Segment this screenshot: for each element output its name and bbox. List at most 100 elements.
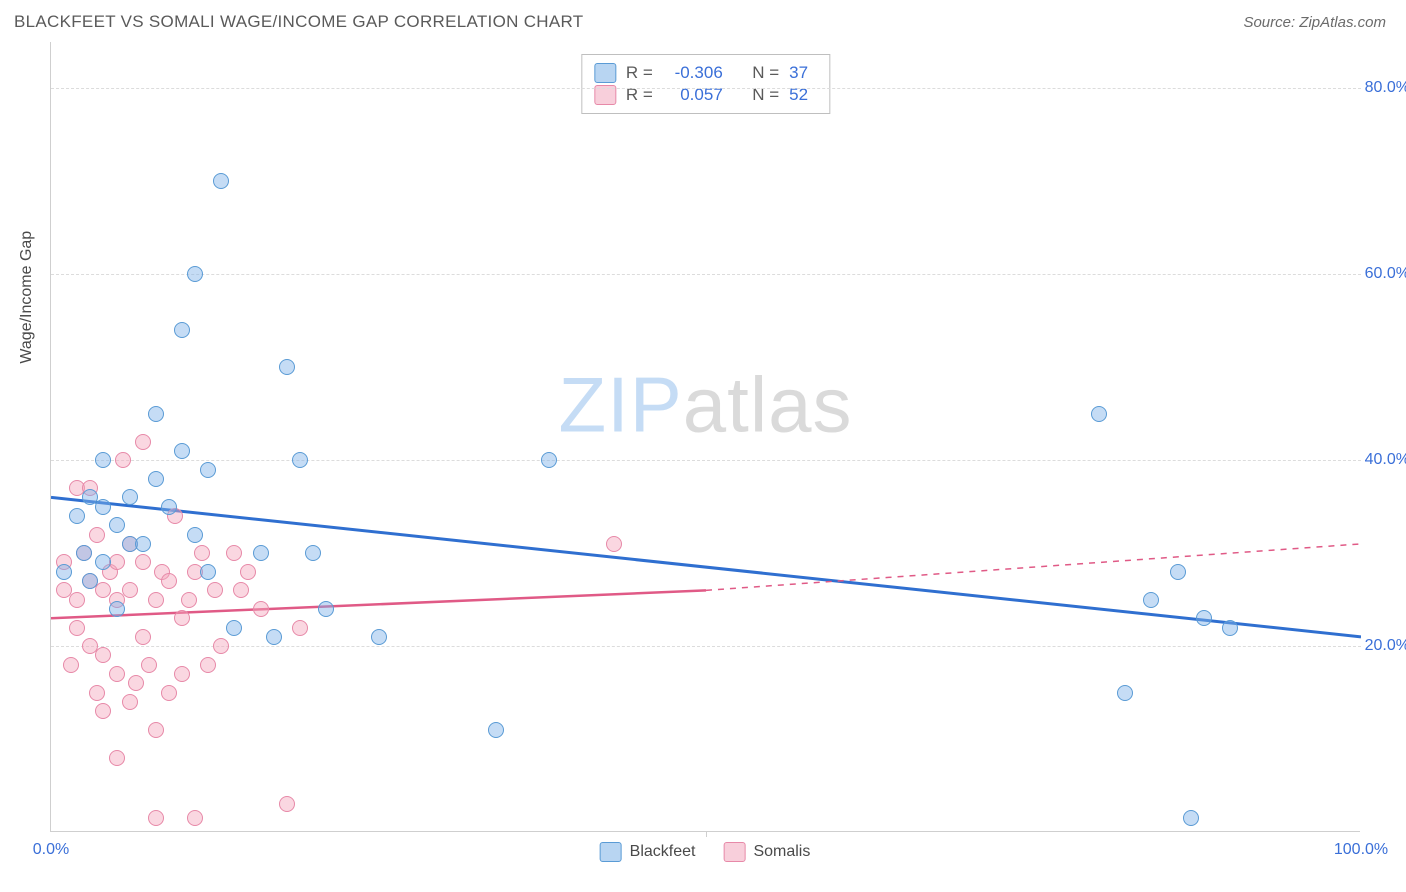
scatter-point-b [200, 657, 216, 673]
scatter-point-b [69, 592, 85, 608]
series-legend: Blackfeet Somalis [600, 842, 811, 862]
y-tick-label: 20.0% [1365, 637, 1406, 655]
scatter-point-b [207, 582, 223, 598]
legend-item-blackfeet: Blackfeet [600, 842, 696, 862]
scatter-point-b [181, 592, 197, 608]
gridline [51, 88, 1361, 89]
scatter-point-b [122, 694, 138, 710]
scatter-point-a [200, 564, 216, 580]
scatter-point-a [226, 620, 242, 636]
scatter-point-b [89, 527, 105, 543]
scatter-point-a [213, 173, 229, 189]
scatter-point-b [161, 573, 177, 589]
legend-label-blackfeet: Blackfeet [630, 843, 696, 861]
scatter-point-a [82, 573, 98, 589]
legend-label-somalis: Somalis [753, 843, 810, 861]
correlation-legend: R = -0.306 N = 37 R = 0.057 N = 52 [581, 54, 830, 114]
watermark-part2: atlas [683, 360, 853, 448]
scatter-point-a [174, 443, 190, 459]
scatter-point-b [109, 750, 125, 766]
n-label: N = [752, 63, 779, 83]
scatter-point-b [233, 582, 249, 598]
scatter-point-a [109, 517, 125, 533]
watermark-part1: ZIP [558, 360, 682, 448]
scatter-point-b [95, 703, 111, 719]
scatter-point-b [148, 810, 164, 826]
scatter-point-a [187, 527, 203, 543]
scatter-point-b [69, 620, 85, 636]
scatter-point-a [69, 508, 85, 524]
scatter-point-a [187, 266, 203, 282]
scatter-point-b [135, 554, 151, 570]
scatter-point-b [279, 796, 295, 812]
scatter-point-b [148, 592, 164, 608]
r-label: R = [626, 63, 653, 83]
scatter-point-a [1091, 406, 1107, 422]
scatter-point-b [148, 722, 164, 738]
scatter-point-a [488, 722, 504, 738]
scatter-point-b [213, 638, 229, 654]
trend-lines [51, 42, 1361, 832]
swatch-somalis-icon [723, 842, 745, 862]
scatter-point-b [89, 685, 105, 701]
watermark: ZIPatlas [558, 359, 852, 450]
chart-title: BLACKFEET VS SOMALI WAGE/INCOME GAP CORR… [14, 12, 583, 32]
gridline [51, 274, 1361, 275]
scatter-point-a [292, 452, 308, 468]
scatter-point-b [95, 647, 111, 663]
chart-area: ZIPatlas R = -0.306 N = 37 R = 0.057 N =… [50, 42, 1360, 832]
scatter-point-a [122, 489, 138, 505]
legend-item-somalis: Somalis [723, 842, 810, 862]
scatter-point-a [1196, 610, 1212, 626]
scatter-point-a [1143, 592, 1159, 608]
x-tick-label: 100.0% [1334, 841, 1388, 859]
scatter-point-b [115, 452, 131, 468]
scatter-point-b [174, 666, 190, 682]
scatter-point-a [109, 601, 125, 617]
scatter-point-b [226, 545, 242, 561]
swatch-blackfeet-icon [600, 842, 622, 862]
scatter-point-a [148, 406, 164, 422]
y-tick-label: 60.0% [1365, 265, 1406, 283]
scatter-point-a [56, 564, 72, 580]
plot-area: ZIPatlas R = -0.306 N = 37 R = 0.057 N =… [50, 42, 1360, 832]
scatter-point-a [174, 322, 190, 338]
scatter-point-a [95, 452, 111, 468]
scatter-point-b [128, 675, 144, 691]
scatter-point-a [541, 452, 557, 468]
r-value-blackfeet: -0.306 [663, 63, 723, 83]
scatter-point-a [253, 545, 269, 561]
scatter-point-b [161, 685, 177, 701]
scatter-point-b [187, 810, 203, 826]
scatter-point-a [95, 554, 111, 570]
scatter-point-b [141, 657, 157, 673]
scatter-point-a [305, 545, 321, 561]
scatter-point-a [200, 462, 216, 478]
y-tick-label: 80.0% [1365, 79, 1406, 97]
scatter-point-b [292, 620, 308, 636]
scatter-point-a [266, 629, 282, 645]
scatter-point-a [1222, 620, 1238, 636]
scatter-point-a [1183, 810, 1199, 826]
x-minor-tick [706, 831, 707, 837]
scatter-point-a [279, 359, 295, 375]
scatter-point-a [95, 499, 111, 515]
scatter-point-b [194, 545, 210, 561]
scatter-point-b [135, 434, 151, 450]
n-value-blackfeet: 37 [789, 63, 817, 83]
scatter-point-b [135, 629, 151, 645]
scatter-point-a [318, 601, 334, 617]
scatter-point-b [253, 601, 269, 617]
gridline [51, 646, 1361, 647]
scatter-point-b [174, 610, 190, 626]
source-attribution: Source: ZipAtlas.com [1243, 14, 1386, 31]
scatter-point-a [371, 629, 387, 645]
scatter-point-b [109, 666, 125, 682]
scatter-point-b [122, 582, 138, 598]
scatter-point-b [240, 564, 256, 580]
scatter-point-b [63, 657, 79, 673]
scatter-point-a [135, 536, 151, 552]
scatter-point-a [76, 545, 92, 561]
scatter-point-a [1170, 564, 1186, 580]
scatter-point-a [148, 471, 164, 487]
